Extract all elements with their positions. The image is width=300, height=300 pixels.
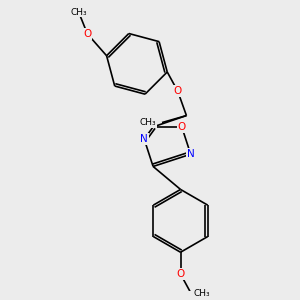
Text: O: O xyxy=(83,29,92,39)
Text: O: O xyxy=(176,269,185,279)
Text: N: N xyxy=(140,134,148,144)
Text: N: N xyxy=(187,149,194,159)
Text: CH₃: CH₃ xyxy=(70,8,87,16)
Text: CH₃: CH₃ xyxy=(140,118,156,127)
Text: O: O xyxy=(174,86,182,96)
Text: O: O xyxy=(178,122,186,132)
Text: CH₃: CH₃ xyxy=(193,289,210,298)
